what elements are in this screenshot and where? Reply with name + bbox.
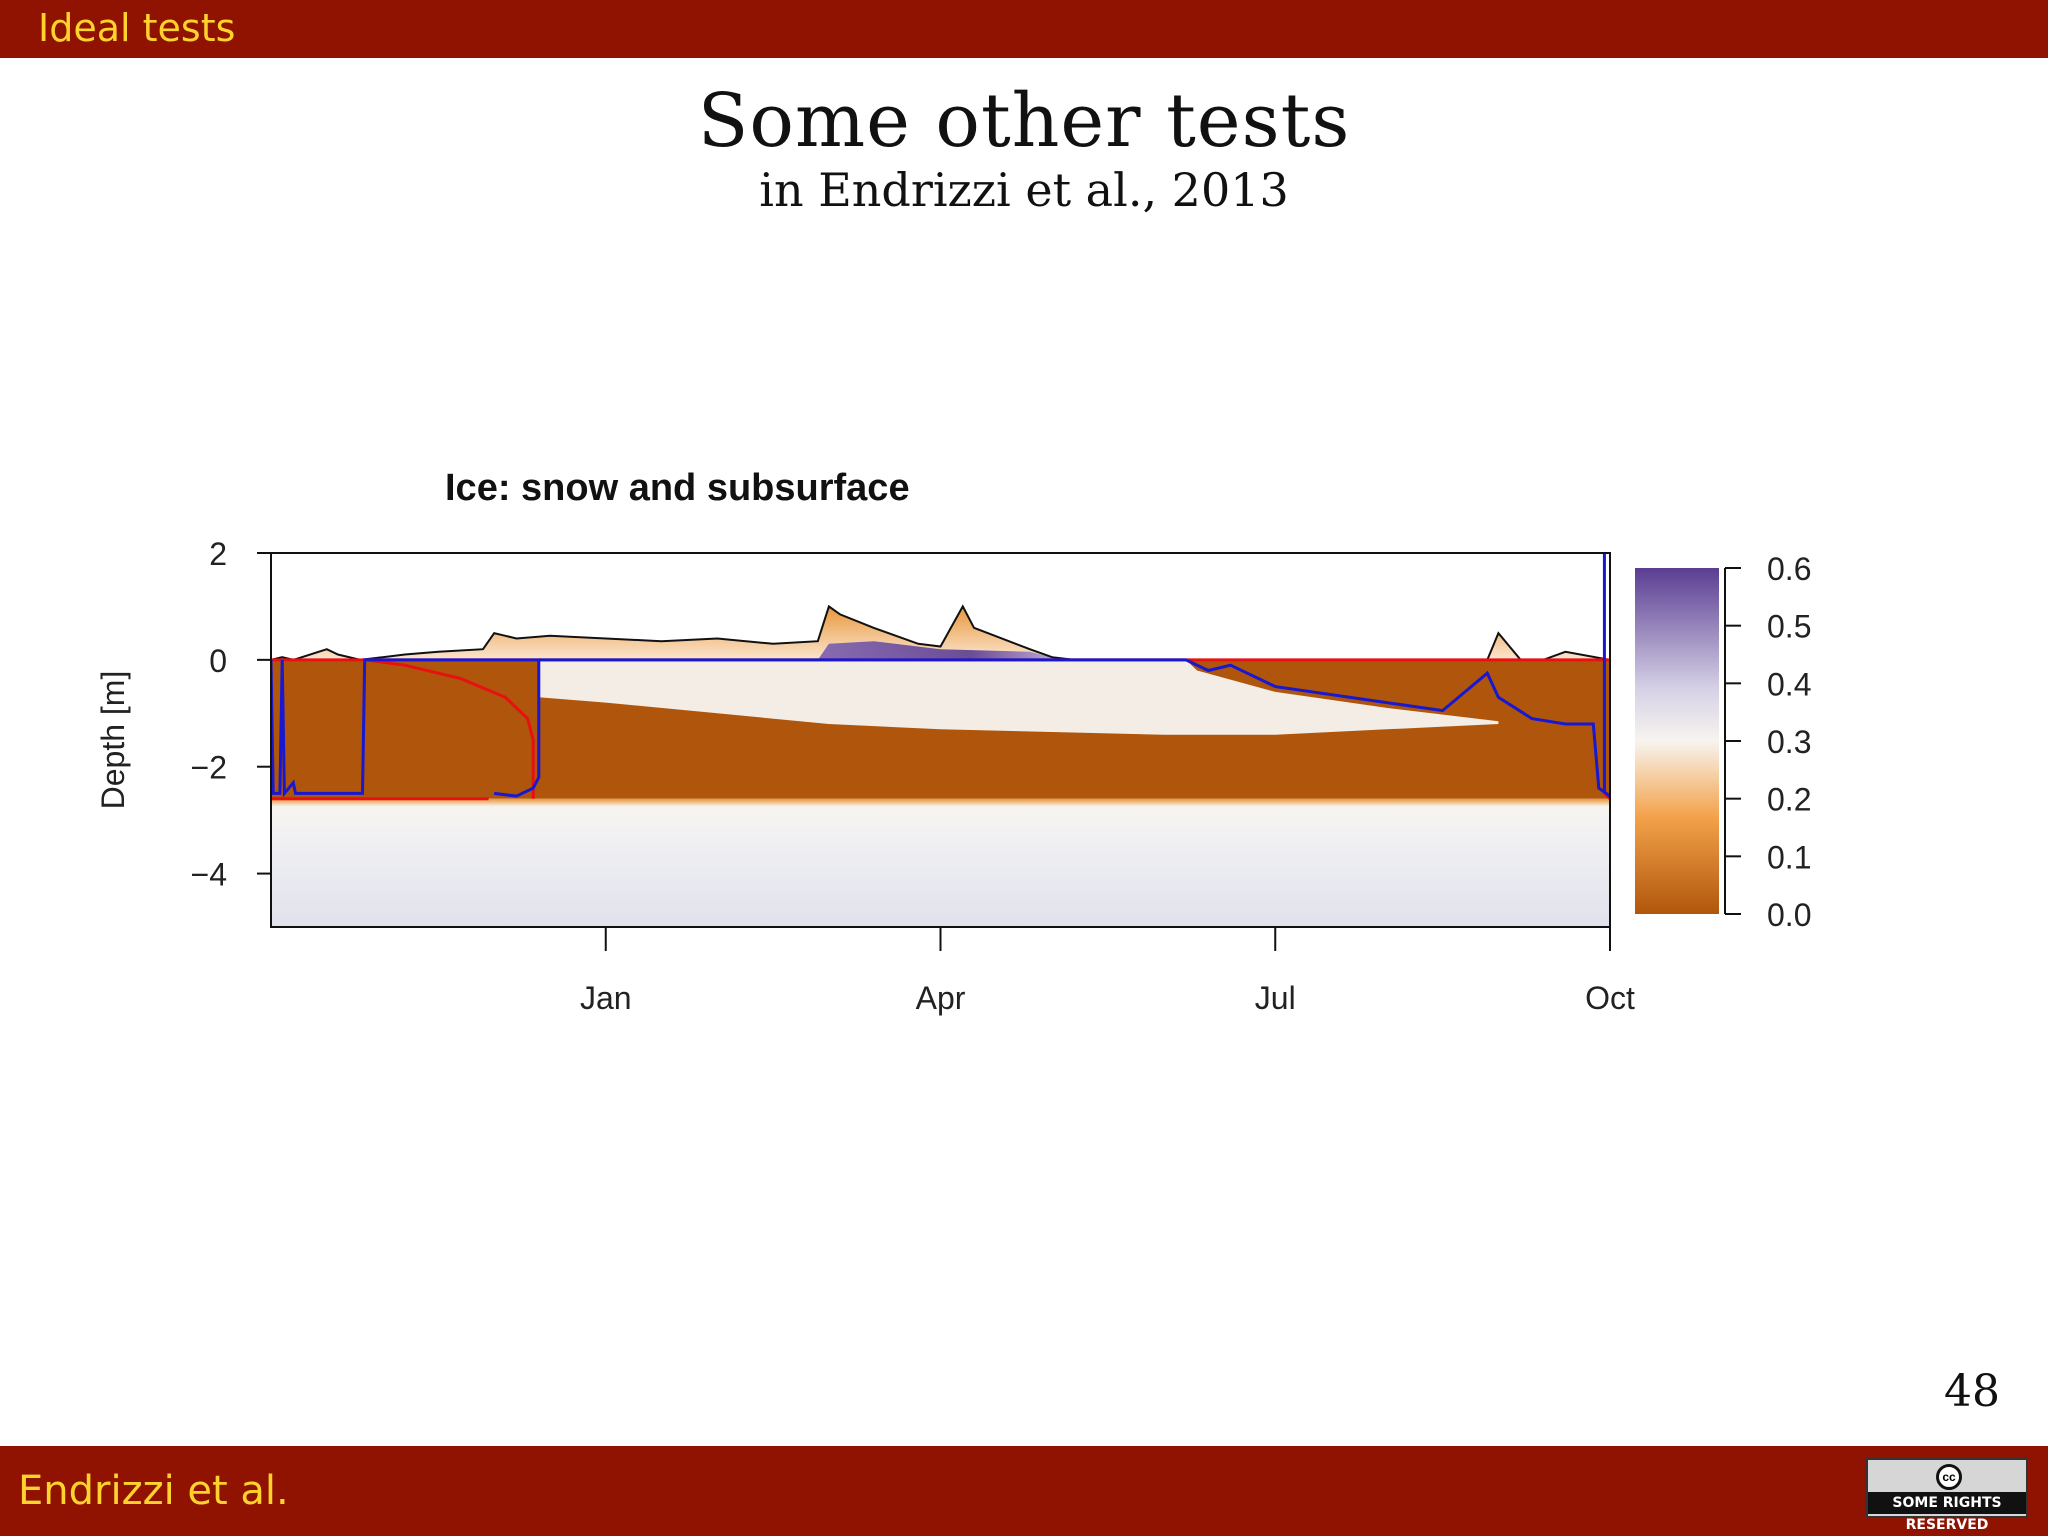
plot-area — [271, 553, 1610, 927]
colorbar — [1635, 568, 1719, 914]
colorbar-tick-label: 0.3 — [1767, 724, 1811, 760]
autumn-thawed-wedge — [365, 659, 534, 740]
y-tick-label: 0 — [209, 643, 227, 679]
section-title: Ideal tests — [38, 6, 236, 50]
thawed-region — [1186, 659, 1610, 724]
blue-thaw-line — [538, 658, 1610, 798]
license-badge[interactable]: cc SOME RIGHTS RESERVED — [1866, 1458, 2028, 1533]
ice-chart: Ice: snow and subsurface 2 0 −2 −4 Depth [m] J… — [95, 467, 1811, 1016]
red-freezing-curve — [365, 658, 535, 799]
header-bar: Ideal tests — [0, 0, 2048, 58]
slide-subtitle: in Endrizzi et al., 2013 — [759, 163, 1289, 217]
permafrost-layer — [271, 798, 1610, 927]
chart-title: Ice: snow and subsurface — [445, 467, 910, 509]
slide-title: Some other tests — [697, 78, 1351, 164]
colorbar-tick-label: 0.0 — [1767, 897, 1811, 933]
license-label: SOME RIGHTS RESERVED — [1868, 1492, 2026, 1533]
footer-bar: Endrizzi et al. cc SOME RIGHTS RESERVED — [0, 1446, 2048, 1536]
y-tick-label: −4 — [191, 857, 227, 893]
colorbar-tick-label: 0.4 — [1767, 666, 1811, 702]
colorbar-tick-label: 0.5 — [1767, 609, 1811, 645]
y-axis-label: Depth [m] — [95, 671, 131, 810]
air-background — [271, 553, 1610, 660]
x-tick-label: Jul — [1255, 980, 1296, 1016]
x-tick-label: Jan — [580, 980, 632, 1016]
spring-snow-ice — [817, 641, 1075, 660]
x-tick-label: Oct — [1585, 980, 1635, 1016]
creative-commons-icon: cc — [1936, 1464, 1962, 1490]
colorbar-tick-label: 0.1 — [1767, 839, 1811, 875]
page-number: 48 — [1944, 1366, 2000, 1417]
blue-autumn-line — [271, 658, 541, 798]
y-tick-label: −2 — [191, 750, 227, 786]
x-tick-label: Apr — [916, 980, 966, 1016]
footer-author: Endrizzi et al. — [18, 1468, 289, 1514]
snow-cover-area — [271, 606, 1610, 660]
y-tick-label: 2 — [209, 536, 227, 572]
colorbar-tick-label: 0.6 — [1767, 551, 1811, 587]
colorbar-tick-label: 0.2 — [1767, 782, 1811, 818]
